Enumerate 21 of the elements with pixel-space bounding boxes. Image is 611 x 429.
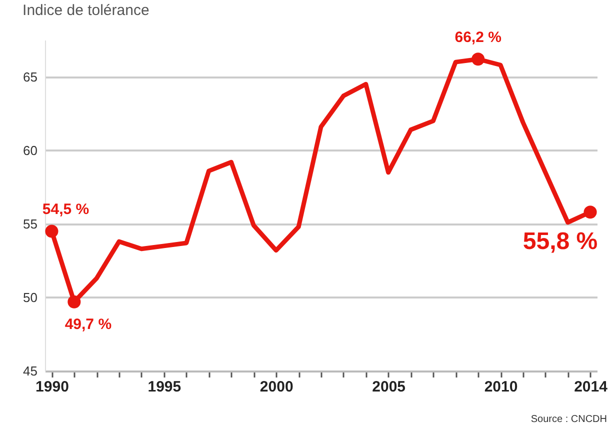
point	[68, 295, 81, 308]
annotation: 49,7 %	[64, 316, 112, 333]
x-tick-label: 2014	[574, 378, 608, 396]
y-tick-label: 65	[23, 69, 38, 84]
point	[472, 52, 485, 66]
x-tick-label: 1990	[36, 378, 69, 396]
point	[45, 224, 58, 238]
y-tick-label: 60	[23, 142, 38, 158]
annotation: 55,8 %	[522, 228, 598, 256]
annotation: 54,5 %	[42, 201, 90, 218]
y-tick-label: 45	[23, 364, 38, 378]
point	[584, 206, 597, 219]
source-note: Source : CNCDH	[530, 414, 607, 425]
x-tick-label: 1995	[148, 378, 182, 396]
x-tick-label: 2000	[260, 378, 294, 396]
x-tick-label: 2005	[372, 378, 406, 396]
y-tick-label: 55	[23, 216, 38, 232]
annotation: 66,2 %	[454, 29, 502, 46]
y-tick-label: 50	[23, 290, 38, 305]
x-tick-label: 2010	[484, 378, 518, 396]
chart-title: Indice de tolérance	[22, 2, 150, 20]
